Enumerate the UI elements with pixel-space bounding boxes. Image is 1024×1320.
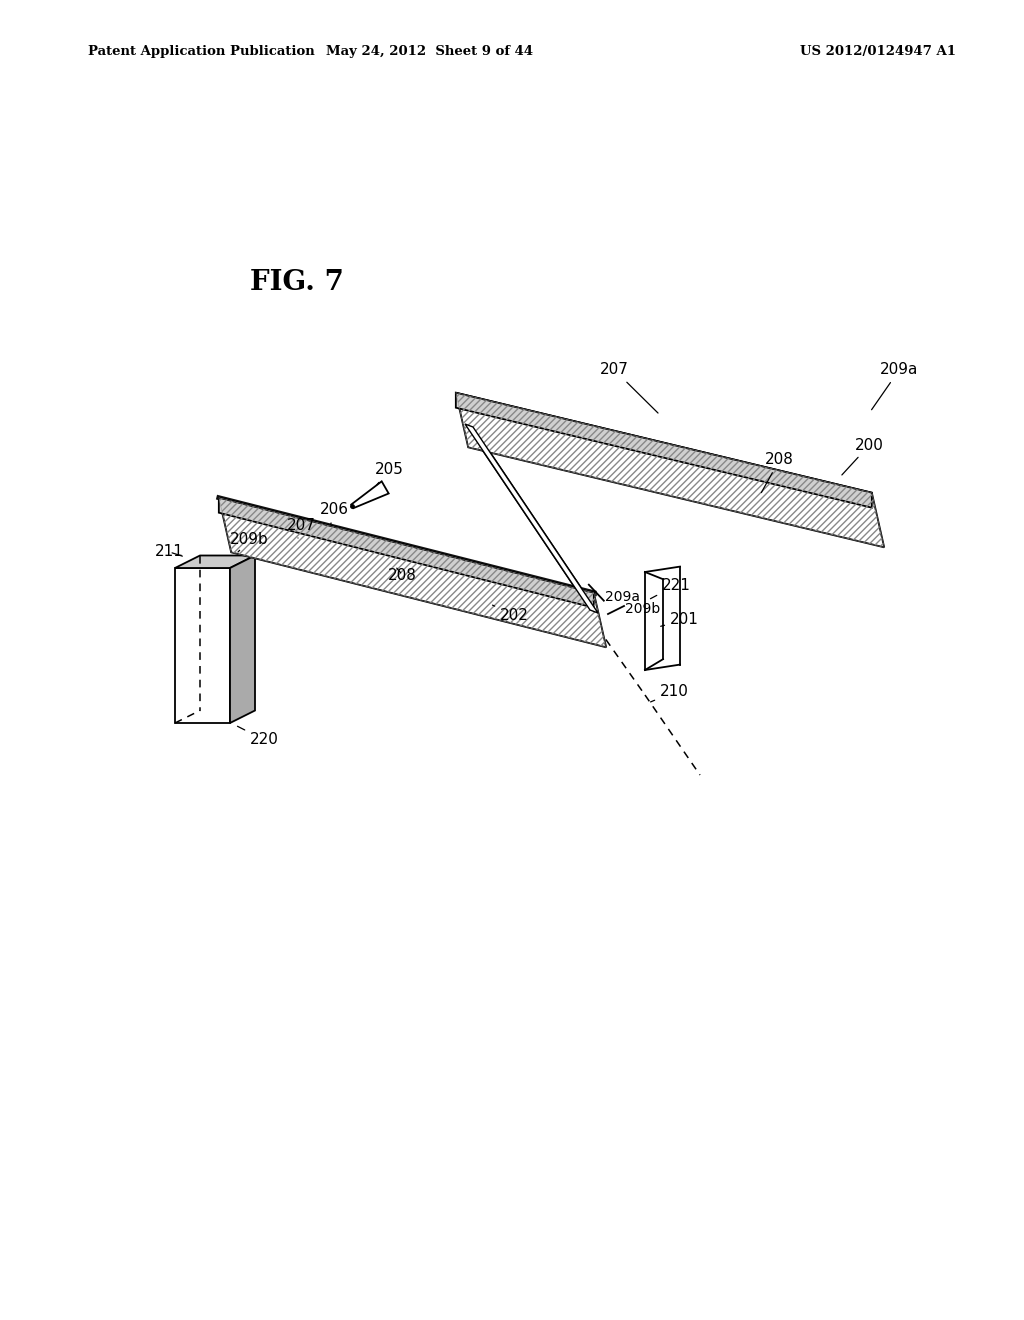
Polygon shape (351, 482, 389, 508)
Text: 211: 211 (155, 544, 184, 560)
Text: 206: 206 (319, 503, 349, 524)
Polygon shape (456, 392, 871, 508)
Text: May 24, 2012  Sheet 9 of 44: May 24, 2012 Sheet 9 of 44 (327, 45, 534, 58)
Text: 221: 221 (650, 578, 691, 599)
Polygon shape (219, 498, 606, 647)
Text: 202: 202 (493, 605, 528, 623)
Text: 209a: 209a (605, 590, 640, 605)
Text: 209a: 209a (871, 363, 919, 409)
Text: 209b: 209b (625, 602, 660, 616)
Polygon shape (175, 556, 255, 568)
Text: FIG. 7: FIG. 7 (250, 268, 344, 296)
Polygon shape (456, 392, 884, 548)
Text: 220: 220 (238, 726, 279, 747)
Text: US 2012/0124947 A1: US 2012/0124947 A1 (800, 45, 956, 58)
Polygon shape (230, 556, 255, 723)
Text: 207: 207 (287, 517, 315, 539)
Text: 210: 210 (650, 685, 689, 702)
Text: 205: 205 (375, 462, 403, 484)
Text: 208: 208 (762, 453, 794, 492)
Text: Patent Application Publication: Patent Application Publication (88, 45, 314, 58)
Polygon shape (465, 424, 598, 612)
Polygon shape (219, 498, 594, 607)
Text: 200: 200 (842, 437, 884, 475)
Text: 208: 208 (388, 568, 417, 582)
Polygon shape (175, 568, 230, 723)
Text: 209b: 209b (230, 532, 268, 552)
Text: 201: 201 (660, 612, 698, 627)
Text: 207: 207 (600, 363, 658, 413)
